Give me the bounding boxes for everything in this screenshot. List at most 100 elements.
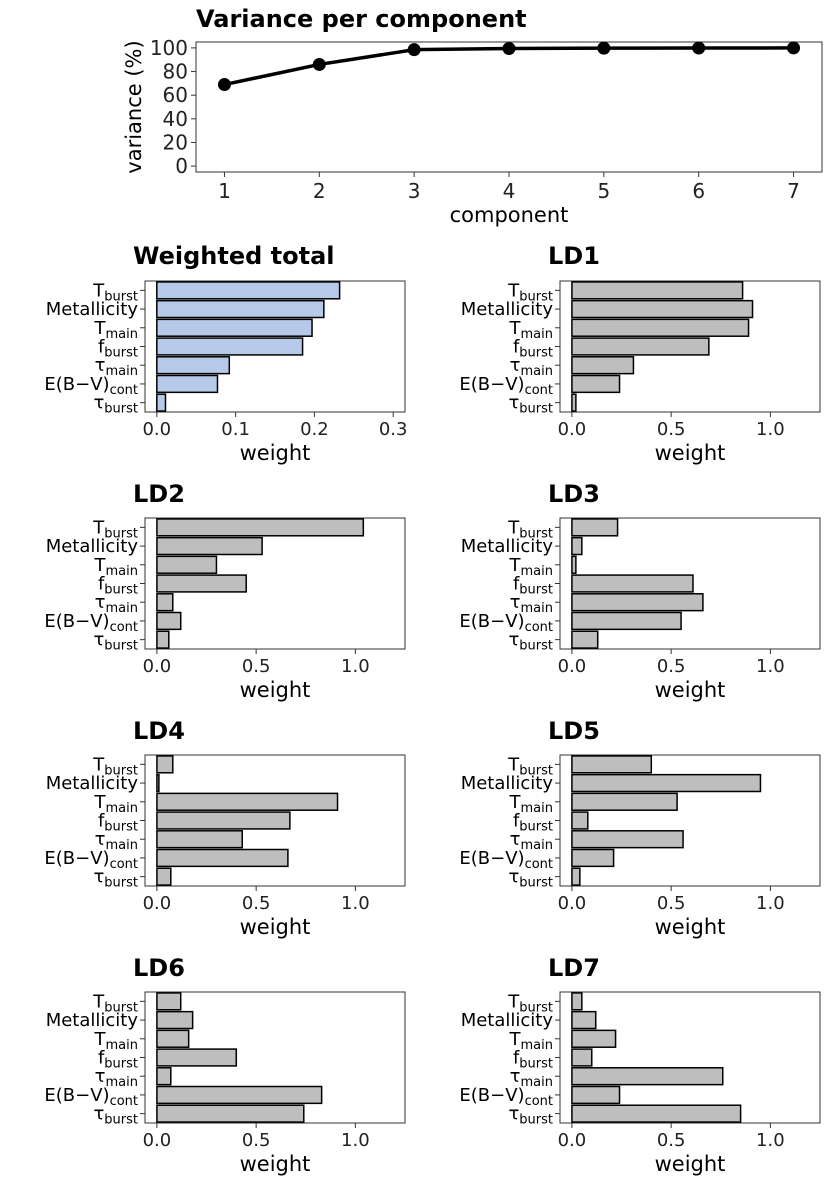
bar [156, 1104, 305, 1123]
category-label-subscript: burst [104, 639, 138, 654]
category-label: fburst [98, 574, 138, 598]
category-label: fburst [513, 1048, 553, 1072]
category-label: E(B−V)cont [459, 611, 553, 635]
category-label-subscript: main [106, 327, 138, 342]
category-label: Tburst [92, 517, 138, 541]
category-label-subscript: burst [104, 876, 138, 891]
category-label-base: T [94, 318, 107, 339]
bar [571, 281, 744, 300]
category-label-base: Metallicity [46, 1010, 139, 1031]
category-label: τburst [508, 867, 553, 891]
x-tick-label: 0.3 [379, 419, 408, 440]
bar [156, 1067, 172, 1086]
x-tick-label: 4 [503, 179, 516, 203]
x-tick-label: 7 [787, 179, 800, 203]
bar [571, 318, 750, 337]
category-label: Tmain [509, 555, 553, 579]
category-label-subscript: burst [519, 876, 553, 891]
x-tick-label: 0.5 [242, 1130, 271, 1151]
bar [571, 1048, 593, 1067]
category-label: Metallicity [461, 773, 554, 794]
category-label: τmain [95, 1066, 138, 1090]
bar [156, 830, 244, 849]
category-label: E(B−V)cont [459, 848, 553, 872]
bar [571, 755, 653, 774]
category-label-base: τ [95, 829, 106, 850]
category-label-subscript: cont [110, 857, 138, 872]
category-label-base: E(B−V) [459, 611, 524, 632]
bar [571, 356, 635, 375]
category-label: Metallicity [461, 1010, 554, 1031]
x-tick-label: 1.0 [756, 1130, 785, 1151]
bar [156, 992, 182, 1011]
bar [571, 1010, 597, 1030]
category-label-subscript: burst [519, 639, 553, 654]
category-label: τmain [95, 355, 138, 379]
category-label-base: τ [95, 592, 106, 613]
x-tick-label: 5 [597, 179, 610, 203]
category-label-subscript: main [106, 801, 138, 816]
category-label-base: f [98, 1048, 105, 1069]
category-label-base: τ [93, 1104, 104, 1125]
category-label-subscript: burst [519, 1113, 553, 1128]
bar-chart-title: LD5 [548, 717, 600, 745]
category-label-subscript: burst [104, 526, 138, 541]
bar-chart-title: LD6 [133, 954, 185, 982]
category-label-base: T [92, 280, 105, 301]
bar [571, 811, 589, 830]
category-label-subscript: main [521, 1075, 553, 1090]
category-label-base: τ [95, 1066, 106, 1087]
category-label: Tmain [509, 792, 553, 816]
bar [571, 574, 694, 593]
variance-data-point [692, 41, 706, 55]
bar-chart-title: LD1 [548, 242, 600, 270]
y-tick-label: 100 [150, 36, 188, 60]
variance-data-point [597, 41, 611, 55]
bar [156, 393, 167, 412]
category-label-base: τ [508, 630, 519, 651]
bar [571, 1104, 742, 1123]
category-label: E(B−V)cont [44, 611, 138, 635]
category-label-subscript: cont [110, 620, 138, 635]
category-label-subscript: main [106, 601, 138, 616]
variance-data-point [217, 78, 231, 92]
category-label: E(B−V)cont [44, 848, 138, 872]
bar [156, 755, 174, 774]
x-tick-label: 0.0 [143, 656, 172, 677]
category-label-subscript: main [521, 838, 553, 853]
category-label: Tmain [94, 792, 138, 816]
category-label: τmain [510, 829, 553, 853]
category-label-base: T [507, 517, 520, 538]
x-tick-label: 1.0 [341, 656, 370, 677]
variance-data-point [312, 57, 326, 71]
bar [571, 773, 762, 793]
category-label: Tmain [509, 318, 553, 342]
bar [156, 318, 313, 337]
category-label-base: f [98, 574, 105, 595]
category-label-subscript: cont [525, 383, 553, 398]
category-label-base: T [507, 280, 520, 301]
bar [156, 811, 291, 830]
x-tick-label: 0.1 [221, 419, 250, 440]
bar-chart-x-label: weight [655, 678, 726, 702]
category-label-subscript: cont [110, 1094, 138, 1109]
bar [156, 611, 182, 631]
x-tick-label: 0.5 [242, 893, 271, 914]
bar [156, 555, 218, 574]
category-label-subscript: burst [519, 526, 553, 541]
bar [571, 992, 583, 1011]
category-label-base: T [509, 1029, 522, 1050]
line-chart-panel-border [195, 41, 823, 173]
category-label-subscript: main [521, 564, 553, 579]
category-label-base: E(B−V) [459, 1085, 524, 1106]
bar-chart-x-label: weight [240, 441, 311, 465]
category-label-base: Metallicity [461, 536, 554, 557]
category-label: Tburst [507, 754, 553, 778]
category-label-subscript: burst [104, 820, 138, 835]
x-tick-label: 0.5 [657, 893, 686, 914]
bar-chart-x-label: weight [655, 915, 726, 939]
category-label-subscript: main [106, 1038, 138, 1053]
category-label: E(B−V)cont [44, 374, 138, 398]
category-label-subscript: burst [104, 1113, 138, 1128]
category-label-subscript: burst [104, 289, 138, 304]
